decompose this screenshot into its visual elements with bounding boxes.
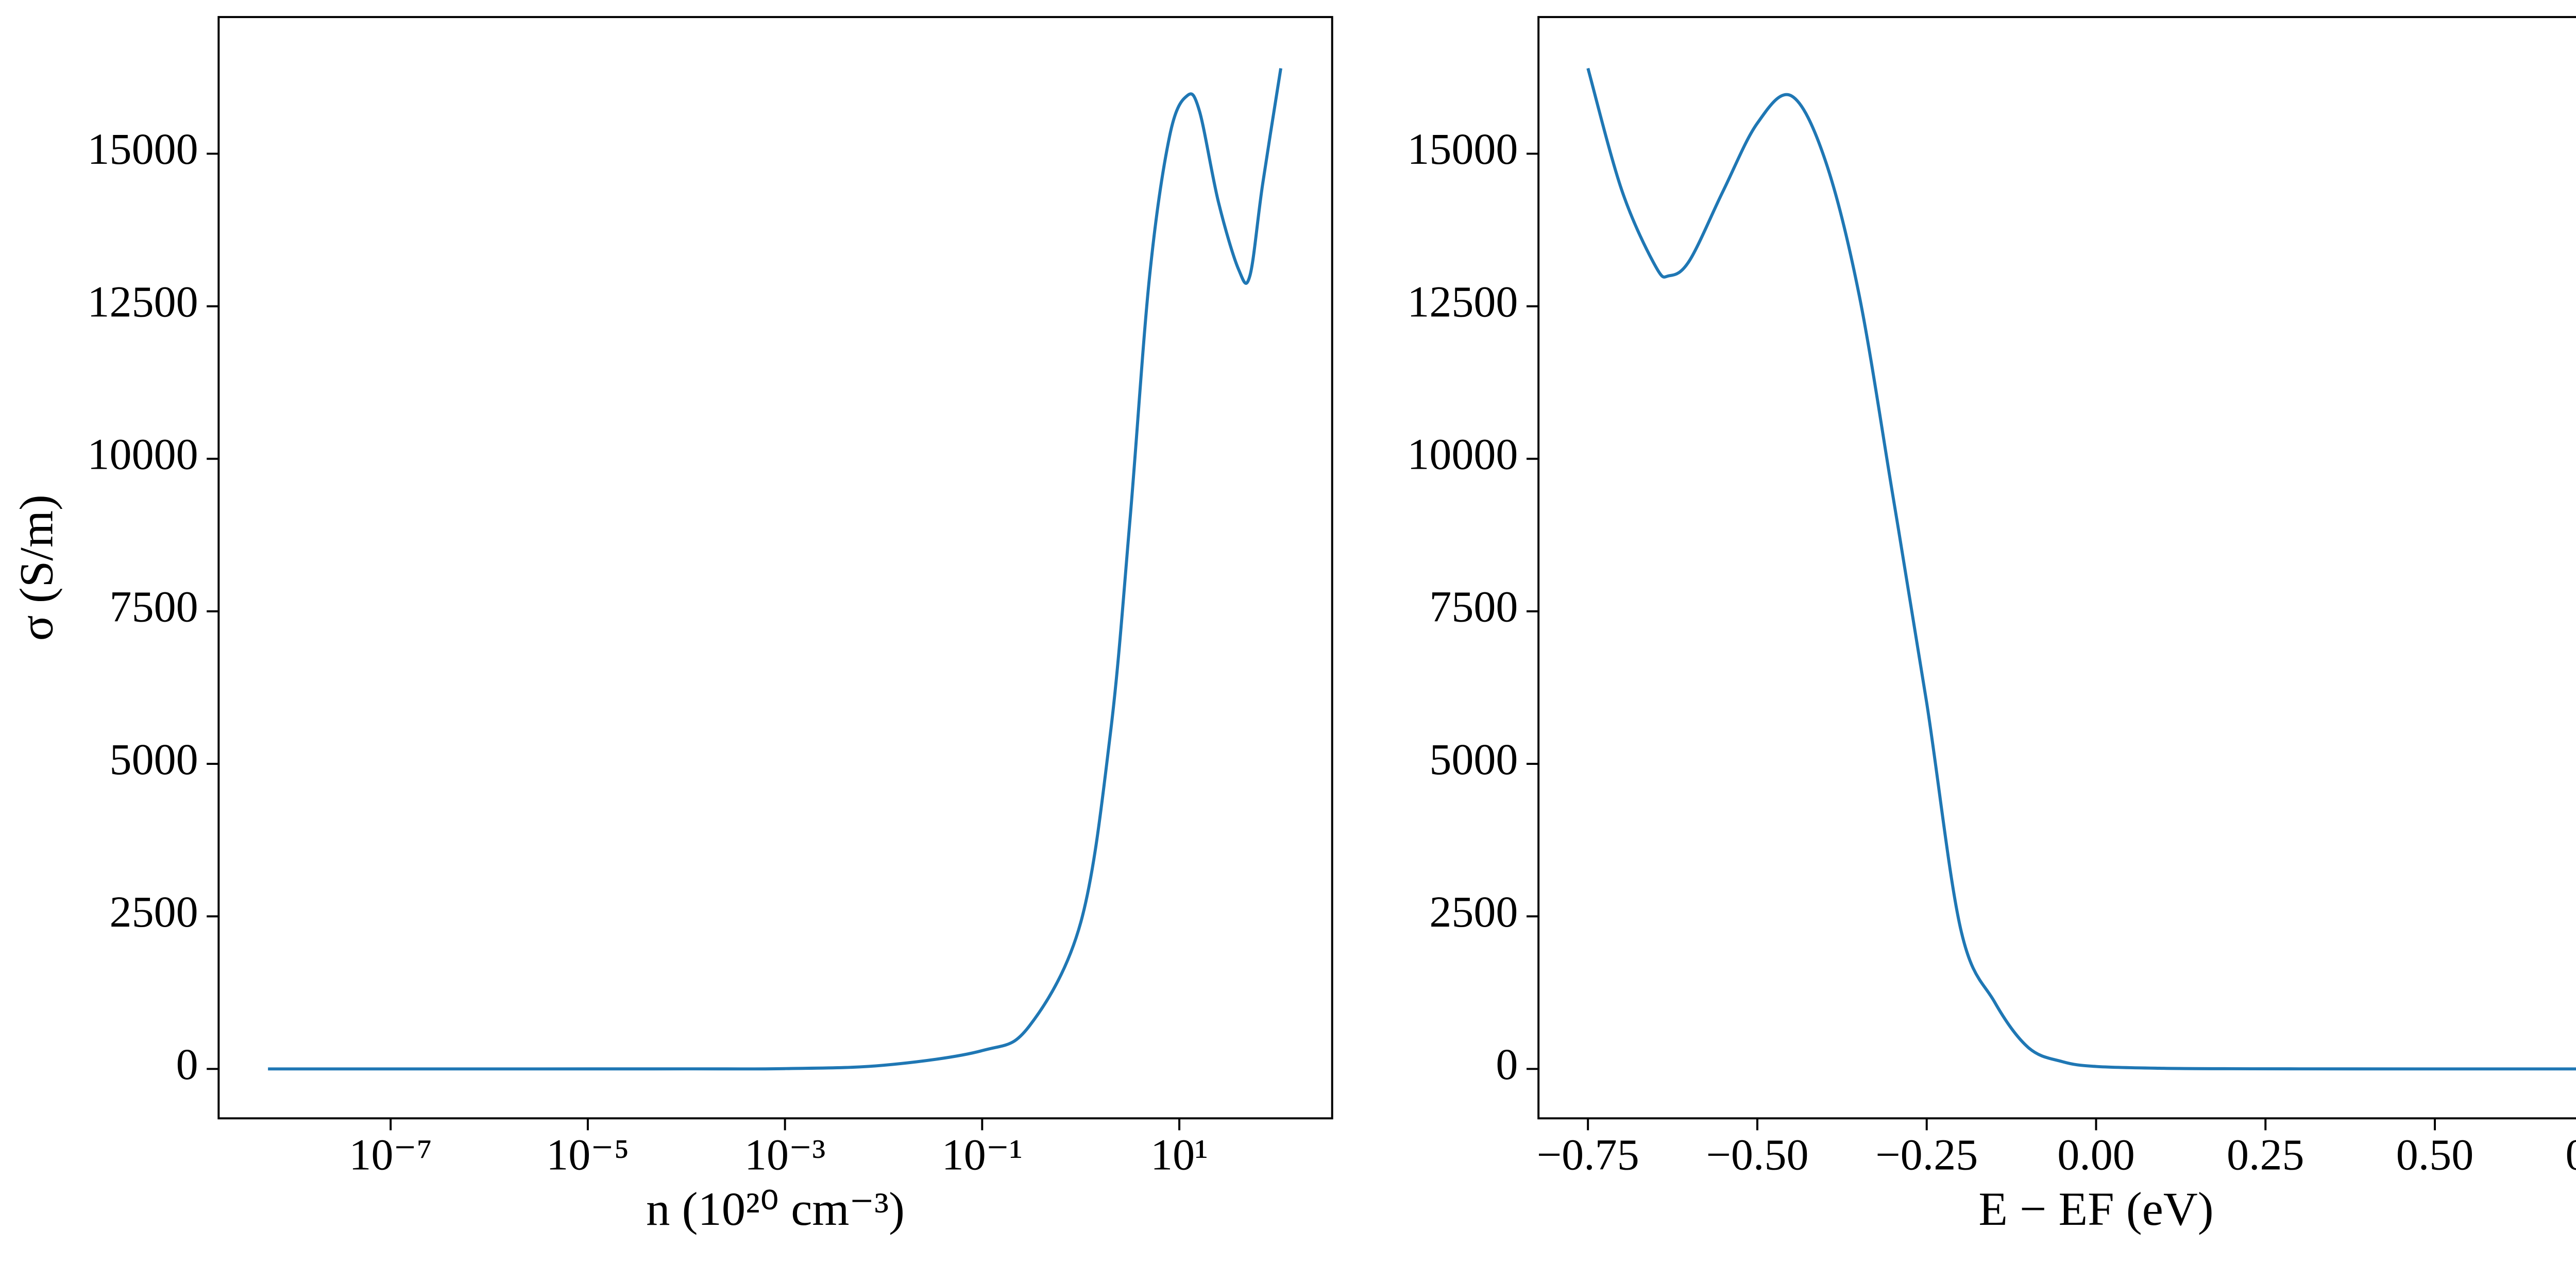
y-tick-label: 2500 [1429,887,1518,936]
y-tick-label: 7500 [1429,582,1518,631]
y-tick-label: 5000 [110,734,198,784]
plot-frame [1537,16,2576,1120]
y-tick-label: 12500 [1407,277,1518,326]
x-tick-label: 10⁻³ [744,1130,825,1179]
x-tick-label: 0.00 [2057,1130,2135,1179]
line [268,68,1282,1071]
plot-frame [217,16,1333,1120]
x-tick-label: 10⁻⁵ [546,1130,629,1179]
y-tick-label: 5000 [1429,734,1518,784]
y-tick-label: 0 [176,1039,198,1089]
x-axis-label: n (10²⁰ cm⁻³) [646,1183,905,1236]
x-axis-label: E − EF (eV) [1978,1183,2213,1236]
y-axis-label: σ (S/m) [10,494,63,641]
line [1586,67,2576,1071]
y-tick-label: 15000 [1407,124,1518,174]
x-tick-label: −0.75 [1537,1130,1639,1179]
x-tick-label: 0.50 [2396,1130,2474,1179]
x-tick-label: 10¹ [1150,1130,1208,1179]
y-tick-label: 10000 [1407,429,1518,478]
x-tick-label: 10⁻⁷ [349,1130,432,1179]
x-tick-label: 0.25 [2227,1130,2304,1179]
y-tick-label: 10000 [88,429,198,478]
y-tick-label: 0 [1496,1039,1518,1089]
y-tick-label: 7500 [110,582,198,631]
x-tick-label: −0.25 [1875,1130,1978,1179]
y-tick-label: 15000 [88,124,198,174]
y-tick-label: 12500 [88,277,198,326]
x-tick-label: 10⁻¹ [942,1130,1023,1179]
x-tick-label: −0.50 [1706,1130,1808,1179]
x-tick-label: 0.75 [2566,1130,2576,1179]
y-tick-label: 2500 [110,887,198,936]
